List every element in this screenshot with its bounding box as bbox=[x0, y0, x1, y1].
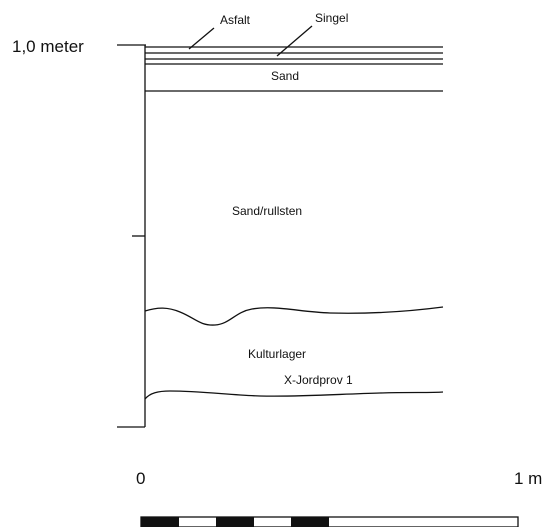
singel-leader-line bbox=[276, 25, 313, 57]
kulturlager-bottom-boundary bbox=[144, 390, 444, 400]
layer-label-asfalt: Asfalt bbox=[220, 13, 251, 27]
scale-segment-1 bbox=[141, 517, 179, 527]
depth-label: 1,0 meter bbox=[12, 37, 84, 56]
scale-start-label: 0 bbox=[136, 469, 146, 488]
scale-bar-frame bbox=[140, 516, 519, 528]
layer-label-kulturlager: Kulturlager bbox=[248, 347, 307, 361]
layer-label-sand: Sand bbox=[271, 69, 300, 83]
scale-segment-3 bbox=[291, 517, 329, 527]
kulturlager-top-boundary bbox=[144, 306, 444, 326]
scale-segment-2 bbox=[216, 517, 254, 527]
scale-bar bbox=[140, 516, 519, 528]
sample-label-jordprov: X-Jordprov 1 bbox=[284, 373, 353, 387]
scale-end-label: 1 m bbox=[514, 469, 543, 488]
layer-label-singel: Singel bbox=[315, 11, 349, 25]
layer-label-sand-rullsten: Sand/rullsten bbox=[232, 204, 303, 218]
asfalt-leader-line bbox=[188, 27, 215, 50]
